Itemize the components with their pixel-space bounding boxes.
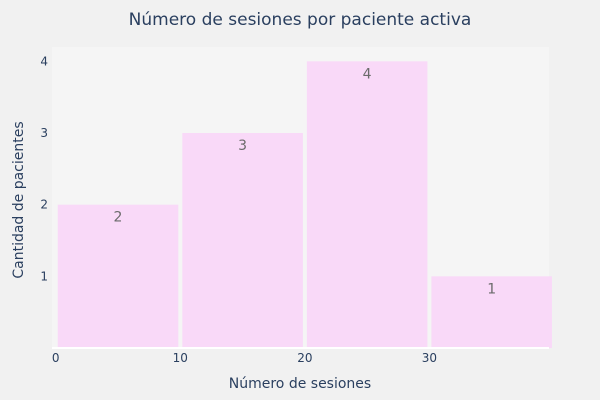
x-tick-label-0: 0 — [52, 351, 60, 365]
y-tick-label-0: 1 — [40, 269, 48, 283]
chart-title: Número de sesiones por paciente activa — [129, 10, 472, 30]
bar-2 — [306, 61, 428, 348]
bar-3 — [431, 276, 552, 348]
y-tick-label-1: 2 — [40, 198, 48, 212]
x-tick-label-1: 10 — [173, 351, 188, 365]
bars-group — [57, 61, 552, 348]
bar-value-label-0: 2 — [114, 210, 123, 226]
x-tick-label-2: 20 — [297, 351, 312, 365]
x-axis-title: Número de sesiones — [229, 376, 371, 392]
bar-value-label-2: 4 — [363, 66, 372, 82]
y-tick-label-2: 3 — [40, 126, 48, 140]
y-tick-label-3: 4 — [40, 54, 48, 68]
bar-value-label-1: 3 — [238, 138, 247, 154]
bar-0 — [57, 204, 179, 348]
y-axis-title: Cantidad de pacientes — [11, 121, 27, 278]
data-labels-group: 2 3 4 1 — [114, 66, 497, 297]
y-axis-ticks: 1 2 3 4 — [40, 54, 48, 283]
x-tick-label-3: 30 — [422, 351, 437, 365]
bar-1 — [182, 133, 303, 348]
x-axis-ticks: 0 10 20 30 — [52, 351, 437, 365]
bar-value-label-3: 1 — [487, 281, 496, 297]
